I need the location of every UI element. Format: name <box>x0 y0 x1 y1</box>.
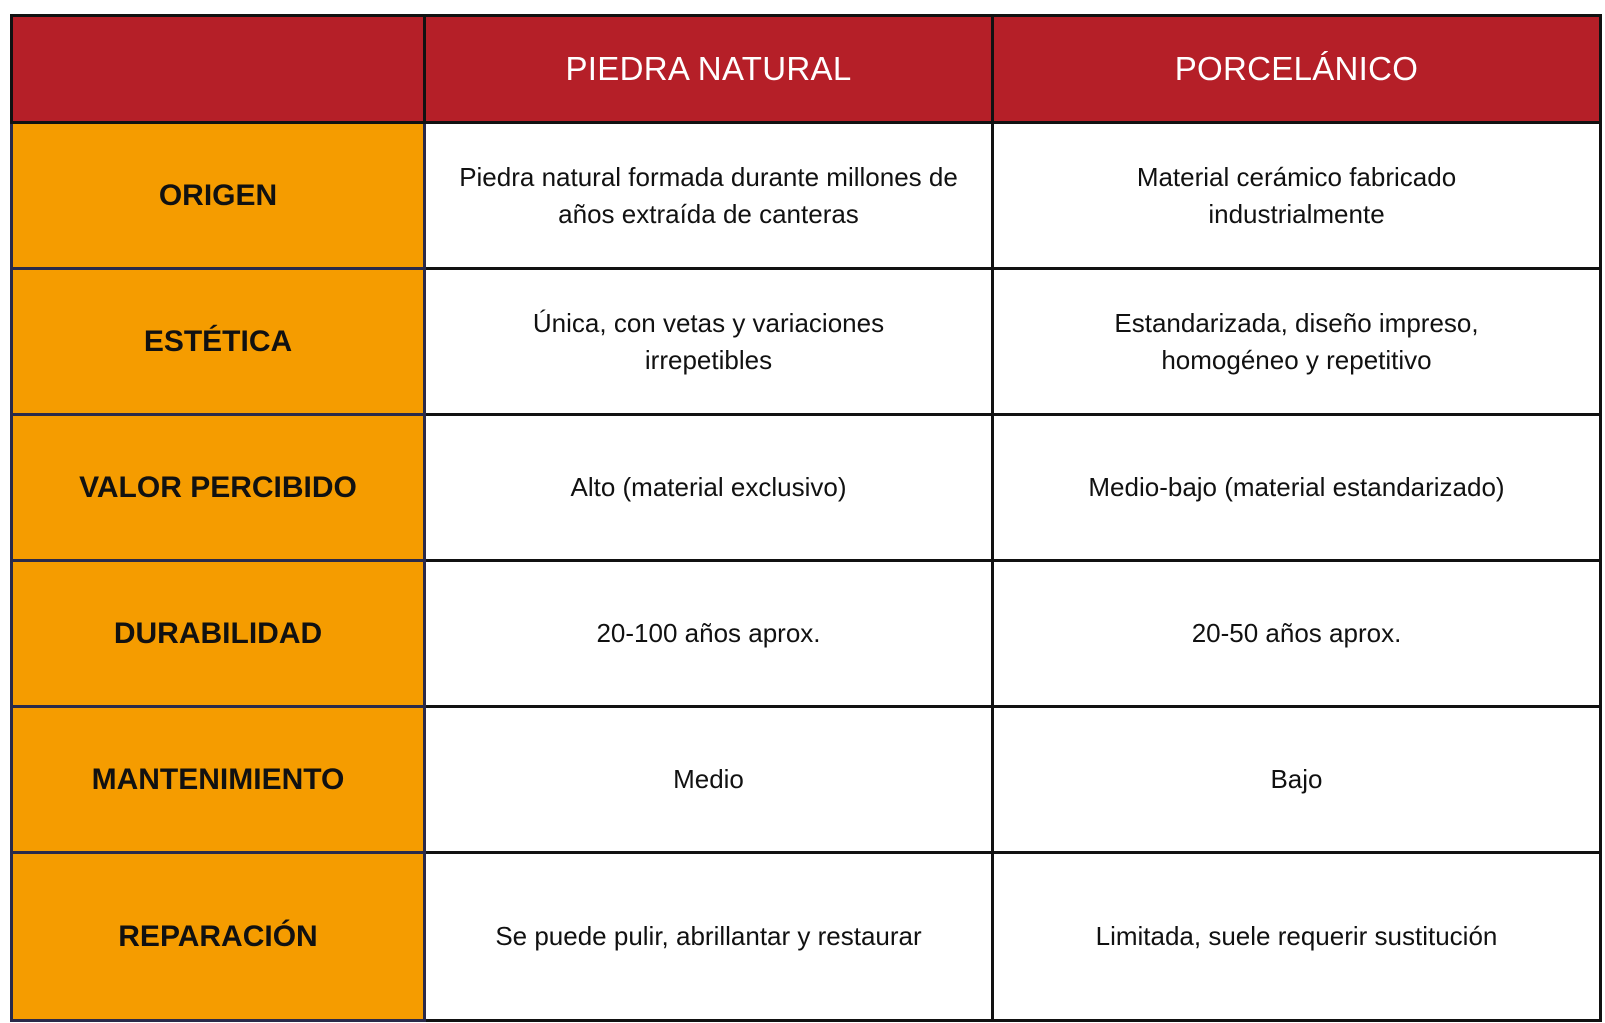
cell-text: Medio <box>673 764 744 794</box>
porcelanico-value: Bajo <box>991 705 1602 854</box>
piedra-natural-value: Piedra natural formada durante millones … <box>423 121 994 270</box>
piedra-natural-value: Medio <box>423 705 994 854</box>
row-label: ESTÉTICA <box>10 267 426 416</box>
table-row-origen: ORIGEN Piedra natural formada durante mi… <box>10 121 1602 270</box>
cell-text: Alto (material exclusivo) <box>570 472 847 502</box>
table-row-durabilidad: DURABILIDAD 20-100 años aprox. 20-50 año… <box>10 559 1602 708</box>
row-label: MANTENIMIENTO <box>10 705 426 854</box>
porcelanico-value: Limitada, suele requerir sustitución <box>991 851 1602 1022</box>
table-row-mantenimiento: MANTENIMIENTO Medio Bajo <box>10 705 1602 854</box>
table-row-valor-percibido: VALOR PERCIBIDO Alto (material exclusivo… <box>10 413 1602 562</box>
cell-text: Bajo <box>1270 764 1323 794</box>
header-empty-cell <box>10 14 426 124</box>
porcelanico-value: Material cerámico fabricado industrialme… <box>991 121 1602 270</box>
piedra-natural-value: Única, con vetas y variaciones irrepetib… <box>423 267 994 416</box>
porcelanico-value: Medio-bajo (material estandarizado) <box>991 413 1602 562</box>
piedra-natural-value: 20-100 años aprox. <box>423 559 994 708</box>
table-header-row: PIEDRA NATURAL PORCELÁNICO <box>10 14 1602 124</box>
cell-text: Limitada, suele requerir sustitución <box>1095 921 1498 951</box>
comparison-table-container: PIEDRA NATURAL PORCELÁNICO ORIGEN Piedra… <box>10 14 1602 1022</box>
cell-text: Piedra natural formada durante millones … <box>459 161 958 229</box>
cell-text: 20-100 años aprox. <box>596 618 821 648</box>
row-label: DURABILIDAD <box>10 559 426 708</box>
cell-text: 20-50 años aprox. <box>1191 618 1402 648</box>
porcelanico-value: 20-50 años aprox. <box>991 559 1602 708</box>
cell-text: Material cerámico fabricado industrialme… <box>1136 161 1457 229</box>
piedra-natural-value: Se puede pulir, abrillantar y restaurar <box>423 851 994 1022</box>
cell-text: Estandarizada, diseño impreso, homogéneo… <box>1114 307 1479 375</box>
cell-text: Medio-bajo (material estandarizado) <box>1088 472 1505 502</box>
table-row-estetica: ESTÉTICA Única, con vetas y variaciones … <box>10 267 1602 416</box>
porcelanico-value: Estandarizada, diseño impreso, homogéneo… <box>991 267 1602 416</box>
cell-text: Se puede pulir, abrillantar y restaurar <box>495 921 922 951</box>
row-label: VALOR PERCIBIDO <box>10 413 426 562</box>
row-label: REPARACIÓN <box>10 851 426 1022</box>
header-piedra-natural: PIEDRA NATURAL <box>423 14 994 124</box>
cell-text: Única, con vetas y variaciones irrepetib… <box>532 307 885 375</box>
row-label: ORIGEN <box>10 121 426 270</box>
header-porcelanico: PORCELÁNICO <box>991 14 1602 124</box>
piedra-natural-value: Alto (material exclusivo) <box>423 413 994 562</box>
comparison-table: PIEDRA NATURAL PORCELÁNICO ORIGEN Piedra… <box>10 14 1602 1022</box>
table-row-reparacion: REPARACIÓN Se puede pulir, abrillantar y… <box>10 851 1602 1022</box>
